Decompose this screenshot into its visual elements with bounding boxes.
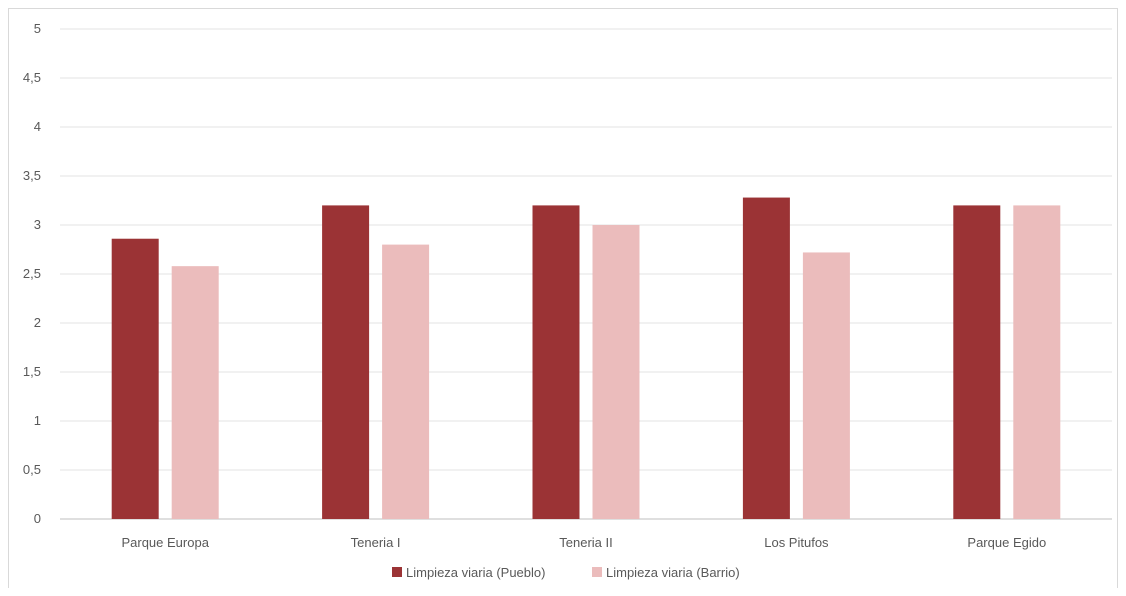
bar-barrio bbox=[1013, 205, 1061, 519]
y-tick-label: 1 bbox=[34, 413, 41, 428]
legend-swatch bbox=[392, 567, 402, 577]
x-tick-label: Parque Egido bbox=[967, 535, 1046, 550]
y-tick-label: 0,5 bbox=[23, 462, 41, 477]
bar-barrio bbox=[382, 244, 430, 519]
y-tick-label: 0 bbox=[34, 511, 41, 526]
gridlines bbox=[60, 28, 1112, 520]
bar-pueblo bbox=[111, 238, 159, 519]
y-tick-label: 4 bbox=[34, 119, 41, 134]
legend: Limpieza viaria (Pueblo) Limpieza viaria … bbox=[392, 565, 740, 580]
legend-swatch bbox=[592, 567, 602, 577]
y-axis: 0 0,5 1 1,5 2 2,5 3 3,5 4 4,5 5 bbox=[23, 21, 41, 526]
bar-barrio bbox=[802, 252, 850, 519]
y-tick-label: 3,5 bbox=[23, 168, 41, 183]
bar-pueblo bbox=[322, 205, 370, 519]
bar-pueblo bbox=[532, 205, 580, 519]
chart-frame bbox=[8, 8, 1118, 588]
y-tick-label: 2,5 bbox=[23, 266, 41, 281]
legend-label: Limpieza viaria (Pueblo) bbox=[406, 565, 545, 580]
x-tick-label: Teneria I bbox=[351, 535, 401, 550]
legend-label: Limpieza viaria (Barrio) bbox=[606, 565, 740, 580]
bar-barrio bbox=[592, 225, 640, 519]
x-tick-label: Los Pitufos bbox=[764, 535, 829, 550]
y-tick-label: 1,5 bbox=[23, 364, 41, 379]
bar-barrio bbox=[171, 266, 219, 519]
x-axis: Parque Europa Teneria I Teneria II Los Pitu… bbox=[121, 535, 1046, 550]
y-tick-label: 5 bbox=[34, 21, 41, 36]
bar-pueblo bbox=[742, 197, 790, 519]
x-tick-label: Parque Europa bbox=[121, 535, 209, 550]
y-tick-label: 3 bbox=[34, 217, 41, 232]
y-tick-label: 2 bbox=[34, 315, 41, 330]
x-tick-label: Teneria II bbox=[559, 535, 612, 550]
y-tick-label: 4,5 bbox=[23, 70, 41, 85]
bar-pueblo bbox=[953, 205, 1001, 519]
bars bbox=[111, 197, 1061, 519]
